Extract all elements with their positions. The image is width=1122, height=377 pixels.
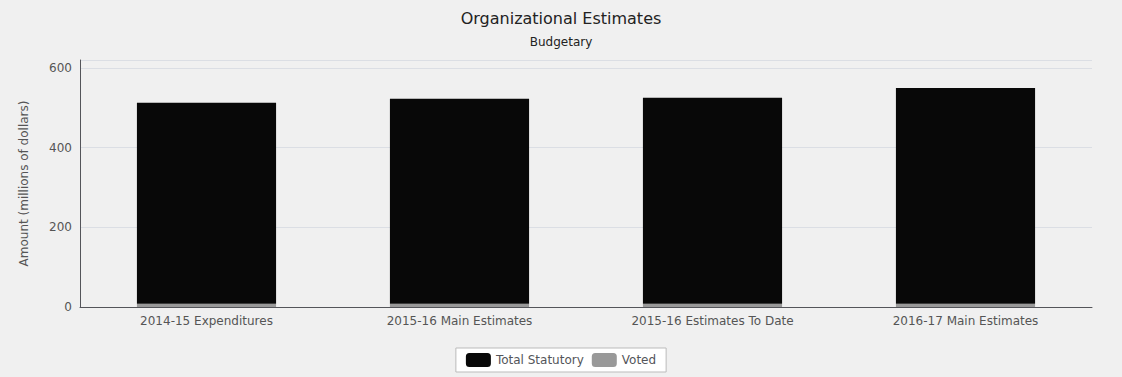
svg-text:Total Statutory: Total Statutory — [495, 353, 584, 367]
svg-text:2014-15 Expenditures: 2014-15 Expenditures — [140, 314, 273, 328]
svg-text:400: 400 — [49, 141, 72, 155]
svg-text:2015-16 Main Estimates: 2015-16 Main Estimates — [387, 314, 533, 328]
svg-text:Budgetary: Budgetary — [530, 35, 593, 49]
svg-text:Organizational Estimates: Organizational Estimates — [461, 9, 662, 28]
svg-text:Amount (millions of dollars): Amount (millions of dollars) — [17, 101, 31, 267]
svg-text:600: 600 — [49, 61, 72, 75]
svg-text:2016-17 Main Estimates: 2016-17 Main Estimates — [893, 314, 1039, 328]
svg-text:2015-16 Estimates To Date: 2015-16 Estimates To Date — [631, 314, 793, 328]
svg-text:0: 0 — [64, 300, 72, 314]
svg-text:200: 200 — [49, 220, 72, 234]
svg-text:Voted: Voted — [622, 353, 656, 367]
